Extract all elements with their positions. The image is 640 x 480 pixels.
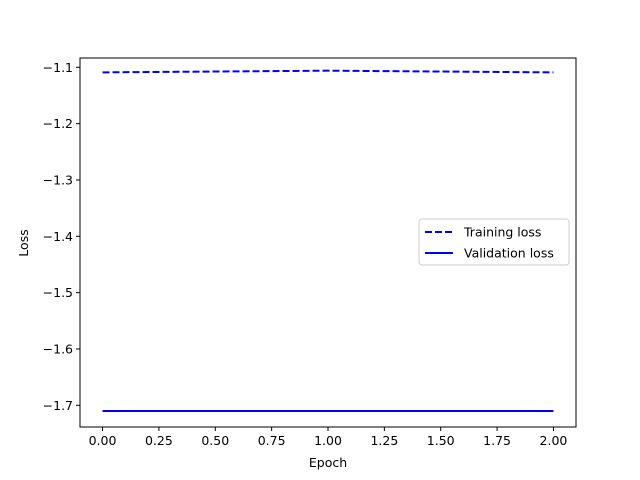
x-tick-label: 2.00 [540,433,568,448]
x-tick-label: 1.50 [427,433,455,448]
legend: Training loss Validation loss [418,218,570,266]
y-tick-label: −1.1 [43,60,73,75]
x-tick-label: 0.75 [258,433,286,448]
y-tick-label: −1.7 [43,398,73,413]
y-tick-label: −1.5 [43,285,73,300]
legend-label-training-loss: Training loss [463,225,541,240]
x-tick-label: 0.25 [145,433,173,448]
series-layer [102,69,554,412]
x-tick-label: 1.25 [370,433,398,448]
x-tick-label: 0.00 [89,433,117,448]
y-tick-label: −1.2 [43,116,73,131]
y-tick-label: −1.6 [43,341,73,356]
y-tick-label: −1.4 [43,229,73,244]
legend-label-validation-loss: Validation loss [464,246,554,261]
y-axis-ticks: −1.1 −1.2 −1.3 −1.4 −1.5 −1.6 −1.7 [43,60,80,413]
legend-box [418,218,570,266]
x-axis-ticks: 0.00 0.25 0.50 0.75 1.00 1.25 1.50 1.75 2.00 [89,427,568,448]
x-tick-label: 1.00 [314,433,342,448]
series-line-training-loss [102,69,554,74]
y-axis-label: Loss [16,229,31,256]
x-axis-label: Epoch [309,455,347,470]
y-tick-label: −1.3 [43,172,73,187]
x-tick-label: 0.50 [201,433,229,448]
x-tick-label: 1.75 [483,433,511,448]
